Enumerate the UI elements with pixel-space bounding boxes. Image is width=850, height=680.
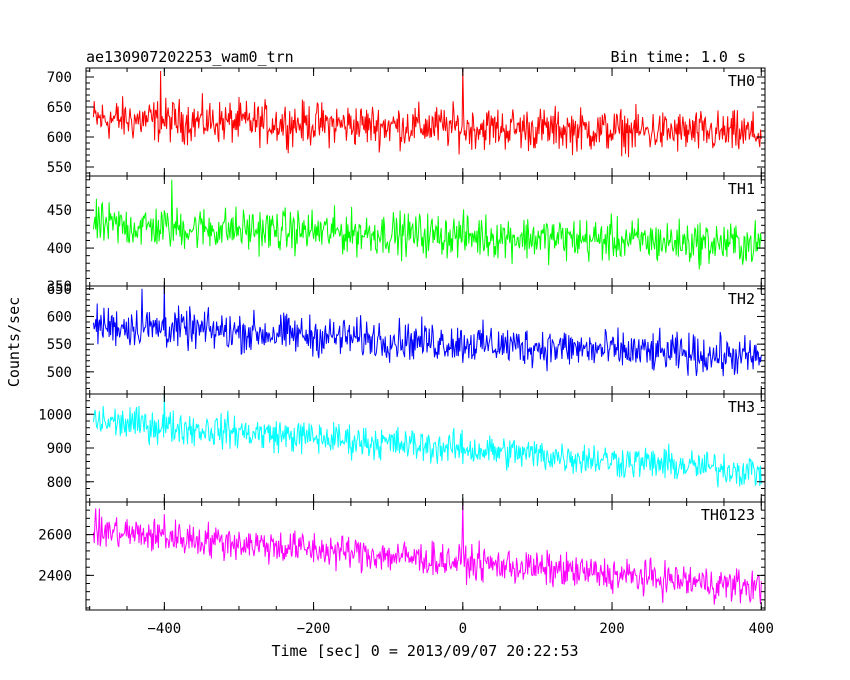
series-line-th2 — [93, 285, 762, 377]
x-tick-label: 400 — [749, 621, 774, 637]
panel-label-th1: TH1 — [728, 180, 755, 198]
x-axis-label: Time [sec] 0 = 2013/09/07 20:22:53 — [271, 642, 578, 660]
y-tick-label-th1: 400 — [47, 241, 72, 257]
series-line-th1 — [93, 179, 762, 270]
y-tick-label-th0123: 2400 — [38, 568, 72, 584]
y-tick-label-th0123: 2600 — [38, 528, 72, 544]
series-line-th0 — [93, 67, 762, 158]
series-line-th3 — [93, 393, 762, 488]
x-tick-label: 0 — [459, 621, 467, 637]
y-tick-label-th0: 550 — [47, 160, 72, 176]
y-axis-label: Counts/sec — [5, 297, 23, 387]
y-tick-label-th1: 350 — [47, 279, 72, 295]
series-line-th0123 — [93, 501, 762, 605]
x-tick-label: 200 — [599, 621, 624, 637]
panel-frame-th1 — [85, 175, 766, 287]
x-tick-label: −400 — [147, 621, 181, 637]
chart-title: ae130907202253_wam0_trn — [86, 48, 294, 66]
y-tick-label-th3: 1000 — [38, 407, 72, 423]
y-tick-label-th3: 800 — [47, 475, 72, 491]
y-tick-label-th2: 500 — [47, 365, 72, 381]
panel-label-th0: TH0 — [728, 72, 755, 90]
bin-time-label: Bin time: 1.0 s — [611, 48, 746, 66]
panel-label-th2: TH2 — [728, 290, 755, 308]
panel-label-th0123: TH0123 — [701, 506, 755, 524]
y-tick-label-th0: 700 — [47, 70, 72, 86]
y-tick-label-th2: 650 — [47, 282, 72, 298]
y-tick-label-th1: 450 — [47, 203, 72, 219]
y-tick-label-th3: 900 — [47, 441, 72, 457]
y-tick-label-th2: 600 — [47, 309, 72, 325]
y-tick-label-th0: 650 — [47, 100, 72, 116]
x-tick-label: −200 — [297, 621, 331, 637]
y-tick-label-th0: 600 — [47, 130, 72, 146]
panels-group: 550 600 650 700 TH0 350 400 450 TH1 500 550 600 650 T… — [38, 67, 774, 637]
y-tick-label-th2: 550 — [47, 337, 72, 353]
panel-label-th3: TH3 — [728, 398, 755, 416]
